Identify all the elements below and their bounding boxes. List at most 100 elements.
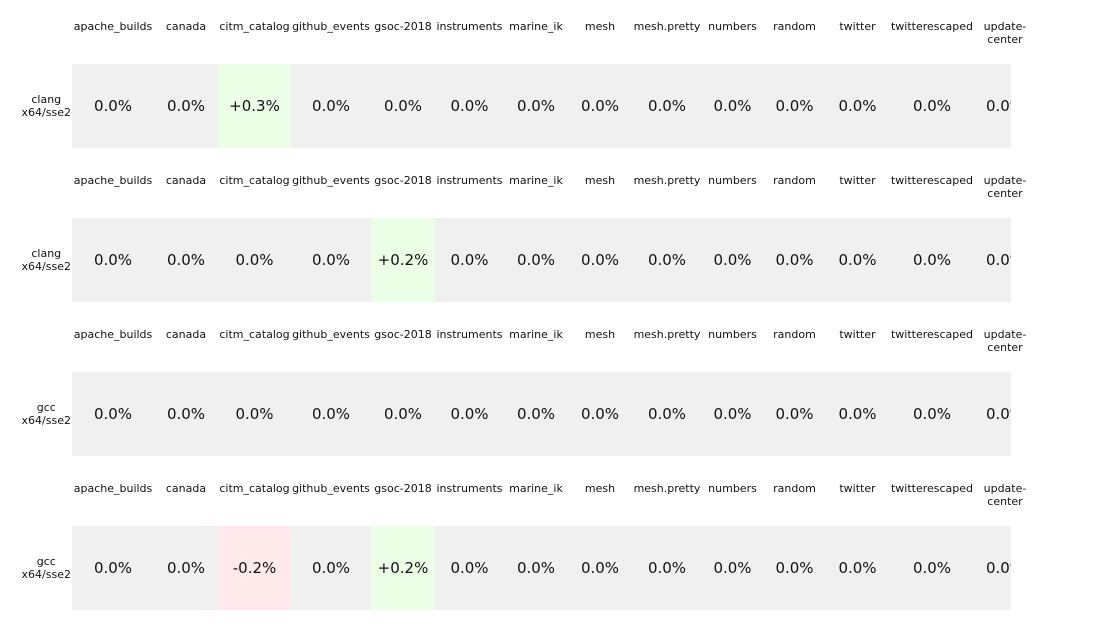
value-cell: 0.0% [311,251,351,269]
value-cell: 0.0% [912,559,952,577]
value-cell: 0.0% [912,251,952,269]
column-header: numbers [702,482,763,526]
value-strip: 0.0% 0.0% 0.0% 0.0% 0.0% 0.0% 0.0% 0.0% 0.0% 0.0%… [72,372,1011,456]
value-cell: 0.0% [235,251,274,269]
column-header-label: marine_ik [509,20,563,33]
value-cell: 0.0% [580,97,620,115]
value-cell: 0.0% [580,559,620,577]
column-header-label: mesh.pretty [633,20,701,33]
row-label-text: gcc x64/sse2 [21,401,71,427]
column-header-label: twitter [839,174,876,187]
column-header-label: update- center [983,174,1027,200]
column-header-label: canada [165,328,207,341]
column-header-label: random [773,20,816,33]
column-header: marine_ik [504,328,568,372]
column-header: mesh [568,174,632,218]
value-cell: 0.0% [912,405,952,423]
value-cell: +0.2% [371,526,435,610]
column-header-label: random [773,174,816,187]
value-cell: 0.0% [516,97,556,115]
column-header: update- center [975,20,1035,64]
column-header: apache_builds [72,328,154,372]
row-label-text: clang x64/sse2 [21,247,71,273]
value-cell: 0.0% [166,97,206,115]
column-header-label: gsoc-2018 [374,174,432,187]
column-header-label: twitterescaped [890,482,974,495]
column-header-label: apache_builds [73,328,153,341]
value-cell: 0.0% [647,97,687,115]
column-header-label: github_events [292,174,370,187]
column-header: gsoc-2018 [371,174,435,218]
column-header: mesh [568,328,632,372]
row-label-text: clang x64/sse2 [21,93,71,119]
column-header: gsoc-2018 [371,328,435,372]
column-header-label: citm_catalog [219,328,290,341]
column-header: marine_ik [504,20,568,64]
value-cell: 0.0% [985,405,1011,423]
column-header-label: gsoc-2018 [374,482,432,495]
column-headers: apache_builds canada citm_catalog github_ev… [72,308,1100,372]
value-cell: 0.0% [647,559,687,577]
column-header: mesh.pretty [632,328,702,372]
column-header: instruments [435,174,504,218]
row-label-text: gcc x64/sse2 [21,555,71,581]
column-header-label: gsoc-2018 [374,328,432,341]
value-cell: 0.0% [450,559,489,577]
column-header-label: canada [165,482,207,495]
column-header-label: twitter [839,482,876,495]
column-header: gsoc-2018 [371,20,435,64]
value-cell: 0.0% [985,97,1011,115]
value-cell: 0.0% [516,559,556,577]
column-header-label: canada [165,174,207,187]
value-cell: 0.0% [985,251,1011,269]
column-header: random [763,174,826,218]
column-header: twitterescaped [889,174,975,218]
config-block: apache_builds canada citm_catalog github_ev… [0,462,1100,616]
column-header-label: citm_catalog [219,174,290,187]
column-header-label: github_events [292,328,370,341]
value-cell: 0.0% [775,251,814,269]
column-header-label: mesh.pretty [633,174,701,187]
column-header: update- center [975,174,1035,218]
column-header-label: update- center [983,20,1027,46]
value-cell: 0.0% [775,97,814,115]
value-cell: 0.0% [838,251,877,269]
value-cell: 0.0% [647,251,687,269]
column-header-label: github_events [292,482,370,495]
column-header-label: github_events [292,20,370,33]
value-cell: 0.0% [311,97,351,115]
value-strip: 0.0% 0.0% +0.3% 0.0% 0.0% 0.0% 0.0% 0.0% 0.0% 0.0… [72,64,1011,148]
column-header-label: instruments [436,174,503,187]
value-cell: 0.0% [166,559,206,577]
column-header-label: numbers [708,20,757,33]
column-header-label: marine_ik [509,328,563,341]
column-header: gsoc-2018 [371,482,435,526]
column-header-label: mesh [584,20,616,33]
value-cell: 0.0% [516,405,556,423]
column-header: twitterescaped [889,20,975,64]
config-block: apache_builds canada citm_catalog github_ev… [0,308,1100,462]
column-header-label: twitterescaped [890,20,974,33]
column-header-label: twitter [839,328,876,341]
column-header: random [763,482,826,526]
column-headers: apache_builds canada citm_catalog github_ev… [72,462,1100,526]
column-header-label: marine_ik [509,482,563,495]
column-header-label: update- center [983,328,1027,354]
column-header-label: apache_builds [73,174,153,187]
column-header: numbers [702,328,763,372]
column-header-label: numbers [708,328,757,341]
column-header: canada [154,20,218,64]
column-header-label: twitterescaped [890,328,974,341]
value-cell: 0.0% [912,97,952,115]
column-header: github_events [291,20,371,64]
value-cell: +0.2% [371,218,435,302]
value-cell: 0.0% [713,97,752,115]
value-cell: 0.0% [311,559,351,577]
config-block: apache_builds canada citm_catalog github_ev… [0,154,1100,308]
value-cell: 0.0% [985,559,1011,577]
column-header: twitter [826,20,889,64]
column-header: mesh [568,20,632,64]
column-header: mesh.pretty [632,20,702,64]
column-header: mesh [568,482,632,526]
column-header: twitter [826,174,889,218]
